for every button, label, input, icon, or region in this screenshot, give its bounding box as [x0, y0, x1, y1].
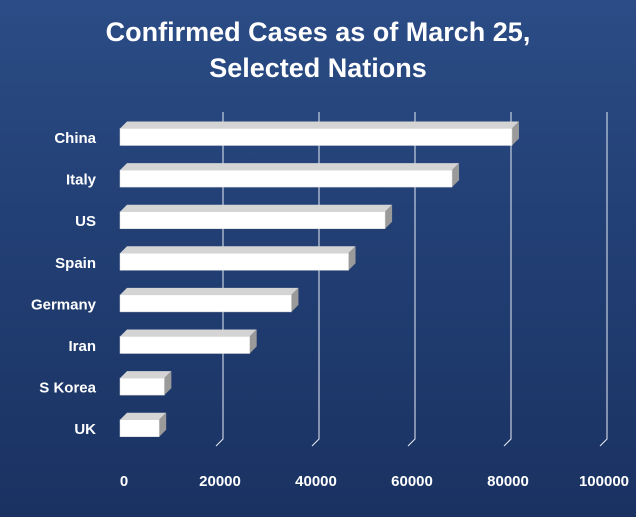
- x-tick-labels: 0 20000 40000 60000 80000 100000: [120, 473, 629, 490]
- bar-uk: [119, 412, 167, 437]
- bar-spain: [119, 246, 356, 271]
- x-tick-label-20000: 20000: [199, 473, 241, 490]
- grid-lines: [215, 112, 608, 447]
- bar-s-korea: [119, 371, 172, 396]
- gridline-40000: [311, 112, 320, 447]
- gridline-20000: [215, 112, 224, 447]
- bar-germany: [119, 287, 299, 313]
- category-label-germany: Germany: [31, 296, 97, 313]
- x-tick-label-40000: 40000: [295, 473, 337, 490]
- chart-title-line-2: Selected Nations: [209, 53, 427, 83]
- bar-us: [119, 204, 393, 229]
- bars: [119, 121, 519, 437]
- category-labels: China Italy US Spain Germany Iran S Korea UK: [31, 130, 97, 438]
- category-label-china: China: [54, 130, 96, 147]
- category-label-spain: Spain: [55, 255, 96, 272]
- category-label-iran: Iran: [68, 338, 96, 355]
- x-tick-label-100000: 100000: [579, 473, 629, 490]
- bar-china: [119, 121, 519, 146]
- x-tick-label-80000: 80000: [487, 473, 529, 490]
- chart-title-line-1: Confirmed Cases as of March 25,: [105, 17, 531, 47]
- bar-iran: [119, 329, 257, 354]
- x-tick-label-0: 0: [120, 473, 128, 490]
- gridline-60000: [407, 112, 416, 447]
- category-label-italy: Italy: [66, 172, 97, 189]
- category-label-uk: UK: [74, 421, 96, 438]
- category-label-s-korea: S Korea: [39, 380, 96, 397]
- bar-italy: [119, 163, 460, 188]
- category-label-us: US: [75, 213, 96, 230]
- gridline-80000: [503, 112, 512, 447]
- gridline-100000: [599, 112, 608, 447]
- x-tick-label-60000: 60000: [391, 473, 433, 490]
- chart-title: Confirmed Cases as of March 25, Selected…: [0, 14, 636, 86]
